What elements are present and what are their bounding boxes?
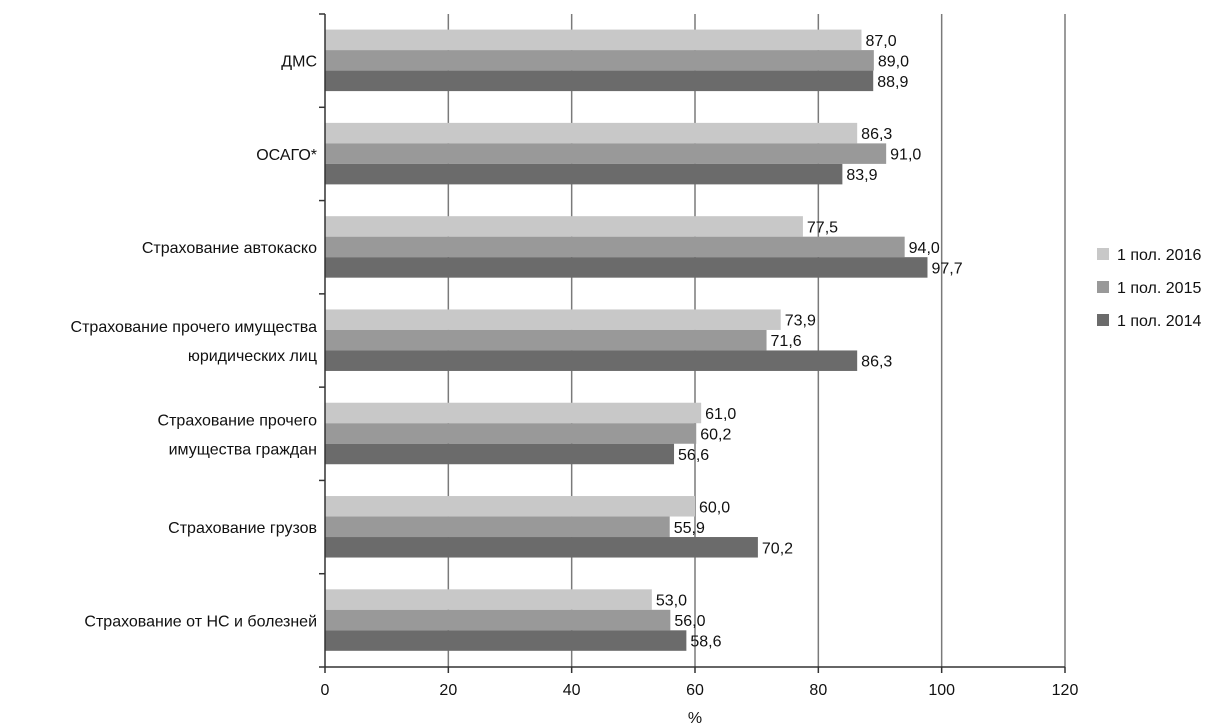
data-label: 55,9: [674, 520, 705, 537]
category-label: имущества граждан: [169, 441, 317, 458]
bar: [325, 122, 858, 144]
data-label: 91,0: [890, 147, 921, 164]
x-tick-label: 40: [563, 682, 581, 699]
x-tick-label: 20: [439, 682, 457, 699]
data-label: 61,0: [705, 406, 736, 423]
bar: [325, 143, 887, 164]
legend-label: 1 пол. 2015: [1117, 280, 1201, 297]
data-label: 83,9: [846, 167, 877, 184]
category-label: Страхование прочего имущества: [71, 319, 318, 336]
category-label: Страхование прочего: [158, 412, 318, 429]
x-tick-label: 80: [809, 682, 827, 699]
bar: [325, 257, 928, 278]
data-label: 58,6: [690, 634, 721, 651]
value-labels: 87,0 89,0 88,9 86,3 91,0 83,9 77,5 94,0 97,7 73,9…: [656, 33, 963, 651]
legend-swatch: [1097, 281, 1109, 293]
data-label: 71,6: [771, 333, 802, 350]
category-label: ДМС: [281, 54, 317, 71]
data-label: 86,3: [861, 354, 892, 371]
legend: 1 пол. 2016 1 пол. 2015 1 пол. 2014: [1097, 247, 1201, 330]
bar: [325, 236, 905, 258]
x-tick-label: 100: [928, 682, 955, 699]
axes: 0 20 40 60 80 100 120%: [319, 13, 1079, 727]
bars: [325, 29, 928, 651]
bar: [325, 589, 652, 610]
data-label: 94,0: [909, 240, 940, 257]
category-label: Страхование от НС и болезней: [84, 613, 317, 630]
legend-label: 1 пол. 2016: [1117, 247, 1201, 264]
category-label: Страхование автокаско: [142, 240, 317, 257]
legend-label: 1 пол. 2014: [1117, 313, 1201, 330]
data-label: 73,9: [785, 313, 816, 330]
bar: [325, 443, 675, 465]
x-tick-label: 60: [686, 682, 704, 699]
data-label: 60,0: [699, 499, 730, 516]
data-label: 77,5: [807, 219, 838, 236]
data-label: 56,6: [678, 447, 709, 464]
category-label: ОСАГО*: [256, 147, 317, 164]
bar: [325, 329, 767, 351]
bar: [325, 29, 862, 51]
x-tick-label: 0: [321, 682, 330, 699]
data-label: 56,0: [674, 613, 705, 630]
bar: [325, 423, 697, 444]
bar: [325, 216, 803, 237]
bar: [325, 630, 687, 651]
x-axis-title: %: [688, 710, 702, 727]
bar: [325, 309, 781, 330]
data-label: 88,9: [877, 74, 908, 91]
bar: [325, 537, 758, 558]
category-label: Страхование грузов: [168, 520, 317, 537]
bar: [325, 609, 671, 631]
bar: [325, 163, 843, 185]
data-label: 97,7: [931, 260, 962, 277]
category-labels: ДМС ОСАГО* Страхование автокаско Страховани…: [71, 54, 318, 631]
x-tick-label: 120: [1052, 682, 1079, 699]
data-label: 70,2: [762, 540, 793, 557]
legend-swatch: [1097, 248, 1109, 260]
data-label: 89,0: [878, 53, 909, 70]
data-label: 60,2: [700, 426, 731, 443]
bar: [325, 50, 874, 71]
bar: [325, 402, 702, 424]
data-label: 86,3: [861, 126, 892, 143]
data-label: 87,0: [866, 33, 897, 50]
category-label: юридических лиц: [188, 348, 317, 365]
bar: [325, 70, 874, 92]
bar: [325, 350, 858, 371]
data-label: 53,0: [656, 593, 687, 610]
legend-swatch: [1097, 314, 1109, 326]
bar: [325, 516, 670, 538]
bar: [325, 496, 695, 517]
